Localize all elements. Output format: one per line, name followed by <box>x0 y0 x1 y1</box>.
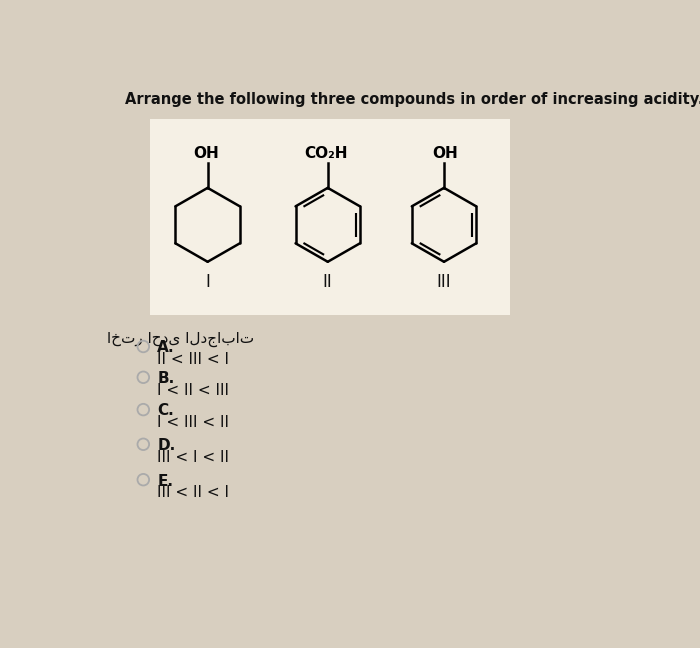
Text: I < II < III: I < II < III <box>158 383 230 398</box>
Text: I: I <box>205 273 210 290</box>
Text: CO₂H: CO₂H <box>304 146 348 161</box>
Text: Arrange the following three compounds in order of increasing acidity.: Arrange the following three compounds in… <box>125 91 700 107</box>
Text: I < III < II: I < III < II <box>158 415 230 430</box>
Text: B.: B. <box>158 371 174 386</box>
Text: III: III <box>437 273 452 290</box>
Text: OH: OH <box>433 146 459 161</box>
Text: E.: E. <box>158 474 174 489</box>
Text: III < II < I: III < II < I <box>158 485 230 500</box>
Text: A.: A. <box>158 340 175 355</box>
Text: اختر احدى الدجابات: اختر احدى الدجابات <box>107 332 254 347</box>
Text: III < I < II: III < I < II <box>158 450 230 465</box>
Text: D.: D. <box>158 438 176 453</box>
Text: II: II <box>323 273 332 290</box>
FancyBboxPatch shape <box>150 119 510 315</box>
Text: C.: C. <box>158 404 174 419</box>
Text: II < III < I: II < III < I <box>158 352 230 367</box>
Text: OH: OH <box>193 146 219 161</box>
